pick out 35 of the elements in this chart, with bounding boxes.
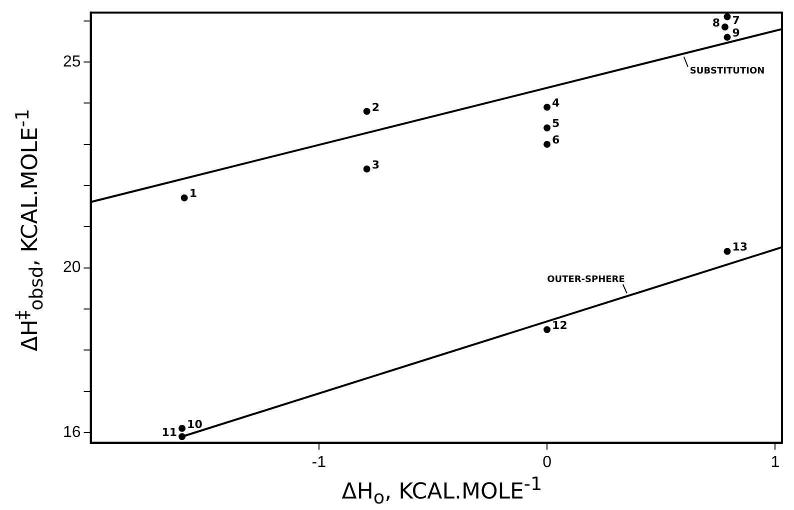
point — [544, 140, 551, 148]
point — [724, 13, 731, 20]
y-tick-label: 20 — [63, 259, 81, 276]
annotation: 8 — [712, 16, 720, 30]
point — [724, 248, 731, 255]
annotation: 4 — [552, 96, 560, 110]
point — [544, 326, 551, 334]
annotation: 5 — [552, 117, 560, 130]
annotation: 3 — [372, 158, 380, 172]
point — [178, 433, 186, 440]
annotation: 1 — [189, 187, 197, 200]
y-tick-label: 25 — [63, 53, 81, 70]
annotation: 7 — [732, 14, 740, 27]
point — [721, 24, 728, 31]
annotation: 9 — [732, 26, 740, 40]
annotation: 13 — [732, 240, 748, 254]
x-tick-label: -1 — [312, 454, 326, 471]
annotation: 11 — [162, 426, 178, 439]
x-tick-label: 0 — [542, 454, 552, 471]
y-tick-label: 16 — [63, 424, 81, 441]
point — [363, 166, 370, 173]
annotation: OUTER-SPHERE — [547, 275, 625, 286]
point — [178, 424, 186, 432]
point — [363, 108, 370, 115]
point — [544, 104, 551, 111]
annotation: SUBSTITUTION — [690, 66, 765, 77]
point — [544, 124, 551, 132]
point — [724, 34, 731, 41]
annotation: 2 — [372, 100, 380, 114]
point — [180, 194, 188, 202]
annotation: 12 — [552, 318, 568, 332]
annotation: 10 — [187, 418, 203, 431]
annotation: 6 — [552, 134, 560, 147]
x-tick-label: 1 — [770, 454, 780, 471]
x-axis-title: ΔH$_{o}$, KCAL.MOLE$^{-1}$ — [340, 474, 544, 509]
